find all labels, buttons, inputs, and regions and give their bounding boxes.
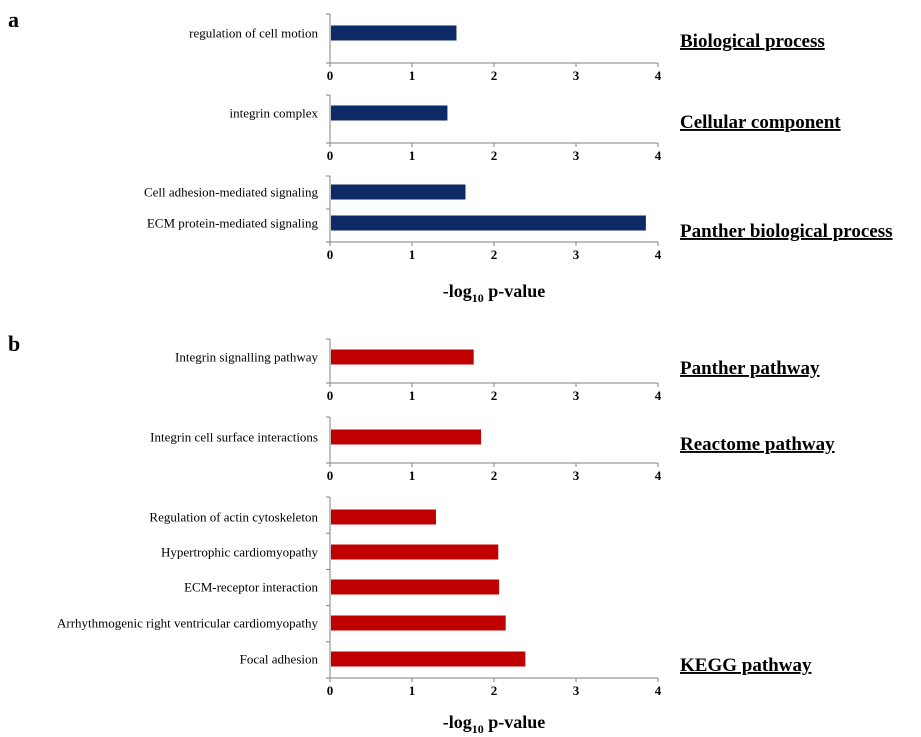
x-tick-label: 3 (573, 247, 580, 262)
x-tick-label: 0 (327, 148, 334, 163)
chart-3: 0 1 2 3 4 Cell adhesion-mediated signaling ECM… (144, 175, 893, 262)
bar (331, 349, 474, 365)
x-tick-label: 4 (655, 468, 662, 483)
bar (331, 615, 506, 631)
x-tick-label: 4 (655, 68, 662, 83)
chart-1: 0 1 2 3 4 regulation of cell motion Biological… (189, 13, 825, 83)
x-tick-label: 2 (491, 68, 498, 83)
section-title: Reactome pathway (680, 434, 835, 455)
category-label: Integrin cell surface interactions (150, 430, 318, 445)
bar (331, 429, 482, 445)
bar (331, 544, 499, 560)
x-tick-label: 3 (573, 148, 580, 163)
category-label: ECM-receptor interaction (184, 580, 318, 595)
bar (331, 25, 457, 41)
x-tick-label: 0 (327, 247, 334, 262)
x-tick-label: 0 (327, 68, 334, 83)
x-tick-label: 3 (573, 683, 580, 698)
bar (331, 184, 466, 200)
chart-2: 0 1 2 3 4 integrin complex Cellular component (230, 94, 841, 163)
section-title: KEGG pathway (680, 655, 812, 676)
x-tick-label: 1 (409, 247, 416, 262)
x-tick-label: 4 (655, 388, 662, 403)
panel-label-a: a (8, 7, 19, 32)
x-tick-label: 0 (327, 388, 334, 403)
bar (331, 509, 436, 525)
section-title: Biological process (680, 31, 825, 52)
category-label: Focal adhesion (240, 652, 319, 667)
section-title: Panther pathway (680, 358, 820, 379)
bar (331, 651, 526, 667)
category-label: Arrhythmogenic right ventricular cardiom… (57, 616, 319, 631)
bar (331, 579, 500, 595)
x-tick-label: 2 (491, 468, 498, 483)
x-tick-label: 3 (573, 68, 580, 83)
chart-6: 0 1 2 3 4 Regulation of actin cytoskeleton Hyp… (57, 496, 812, 698)
section-title: Cellular component (680, 112, 841, 133)
chart-4: 0 1 2 3 4 Integrin signalling pathway Panther … (175, 338, 820, 403)
x-tick-label: 2 (491, 388, 498, 403)
category-label: Regulation of actin cytoskeleton (149, 510, 318, 525)
x-tick-label: 0 (327, 683, 334, 698)
x-tick-label: 2 (491, 148, 498, 163)
x-tick-label: 2 (491, 247, 498, 262)
x-tick-label: 1 (409, 468, 416, 483)
category-label: Integrin signalling pathway (175, 350, 318, 365)
category-label: ECM protein-mediated signaling (147, 216, 319, 231)
x-tick-label: 1 (409, 388, 416, 403)
category-label: Cell adhesion-mediated signaling (144, 185, 319, 200)
bar (331, 215, 646, 231)
x-tick-label: 4 (655, 683, 662, 698)
bar (331, 105, 448, 121)
x-tick-label: 4 (655, 148, 662, 163)
x-tick-label: 2 (491, 683, 498, 698)
x-tick-label: 1 (409, 683, 416, 698)
category-label: Hypertrophic cardiomyopathy (161, 545, 319, 560)
chart-5: 0 1 2 3 4 Integrin cell surface interactions R… (150, 416, 835, 483)
panel-label-b: b (8, 331, 20, 356)
section-title: Panther biological process (680, 221, 893, 242)
x-axis-title: -log10 p-value (443, 281, 546, 305)
x-tick-label: 1 (409, 68, 416, 83)
x-tick-label: 4 (655, 247, 662, 262)
x-tick-label: 1 (409, 148, 416, 163)
x-tick-label: 3 (573, 468, 580, 483)
x-tick-label: 3 (573, 388, 580, 403)
x-axis-title: -log10 p-value (443, 712, 546, 736)
category-label: regulation of cell motion (189, 26, 318, 41)
category-label: integrin complex (230, 106, 319, 121)
x-tick-label: 0 (327, 468, 334, 483)
